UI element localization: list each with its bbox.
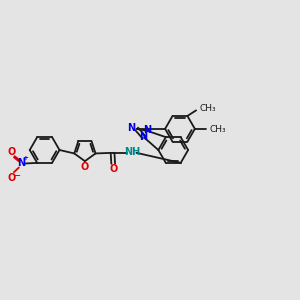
Text: O: O <box>109 164 117 174</box>
Text: N: N <box>143 125 151 135</box>
Text: −: − <box>13 171 20 180</box>
Text: NH: NH <box>124 147 140 157</box>
Text: CH₃: CH₃ <box>200 104 216 113</box>
Text: CH₃: CH₃ <box>209 125 226 134</box>
Text: O: O <box>8 173 16 183</box>
Text: N: N <box>140 132 148 142</box>
Text: O: O <box>8 147 16 157</box>
Text: N: N <box>17 158 25 168</box>
Text: N: N <box>128 123 136 133</box>
Text: +: + <box>22 155 28 161</box>
Text: O: O <box>81 162 89 172</box>
